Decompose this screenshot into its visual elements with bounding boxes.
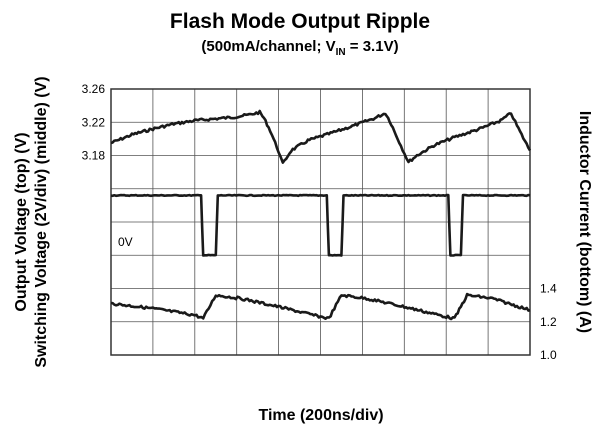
y-axis-title-left-1: Output Voltage (top) (V) — [13, 132, 30, 311]
left-tick-label: 3.22 — [82, 115, 106, 129]
trace-layer — [110, 109, 532, 321]
plot-frame — [110, 88, 531, 356]
x-axis-title: Time (200ns/div) — [258, 407, 383, 424]
left-tick-label: 3.18 — [82, 149, 106, 163]
right-tick-label: 1.2 — [540, 315, 557, 329]
trace-output-voltage — [110, 109, 532, 164]
y-axis-title-right: Inductor Current (bottom) (A) — [576, 111, 593, 333]
trace-inductor-current — [110, 292, 531, 321]
trace-switching-voltage — [110, 193, 531, 257]
right-tick-label: 1.0 — [540, 348, 557, 362]
zero-volt-marker: 0V — [118, 235, 133, 249]
y-axis-title-left-2: Switching Voltage (2V/div) (middle) (V) — [33, 76, 50, 367]
left-tick-label: 3.26 — [82, 82, 106, 96]
tick-labels: 3.26 3.22 3.18 1.4 1.2 1.0 — [82, 82, 557, 362]
chart-subtitle: (500mA/channel; VIN = 3.1V) — [201, 38, 398, 58]
right-tick-label: 1.4 — [540, 282, 557, 296]
chart-title: Flash Mode Output Ripple — [170, 10, 430, 33]
